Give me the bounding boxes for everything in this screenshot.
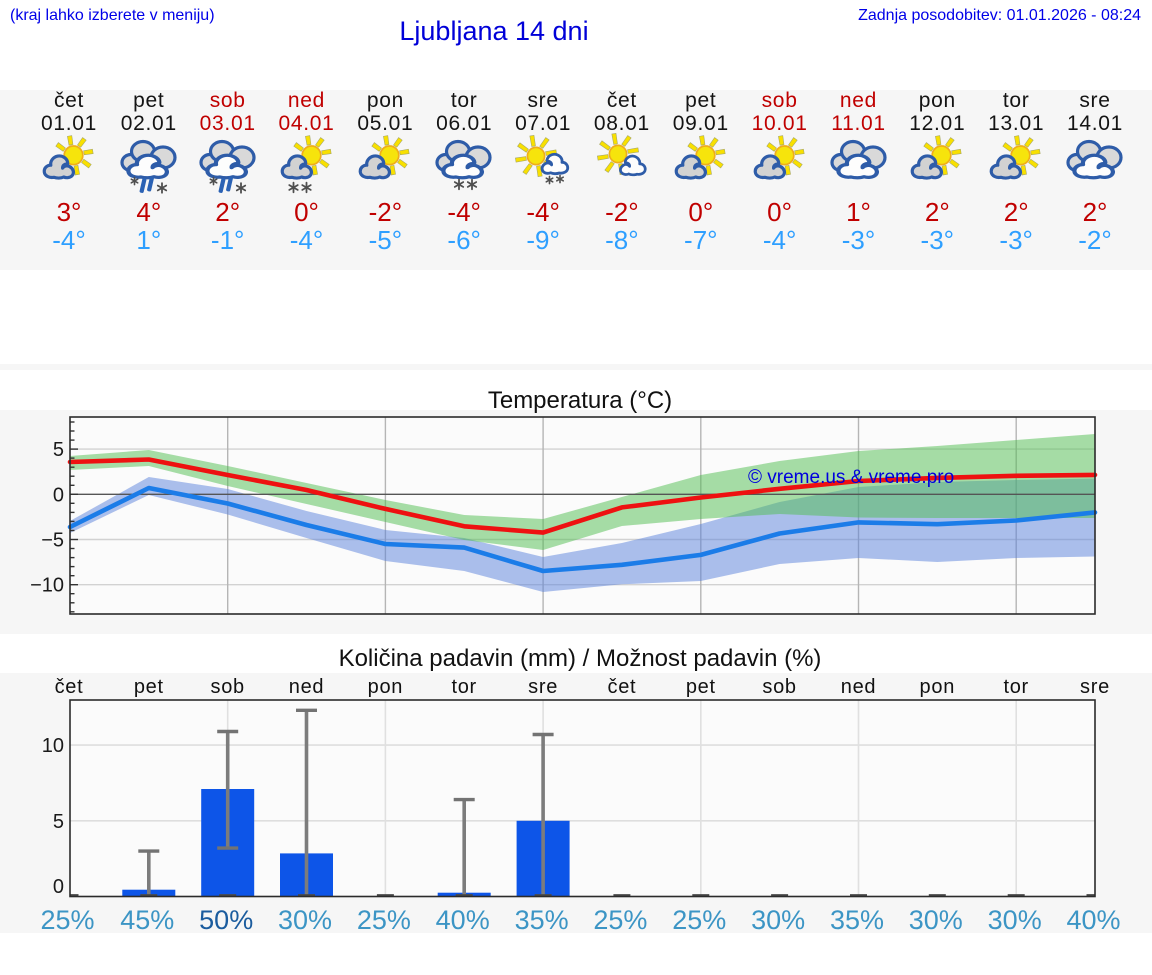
svg-text:−10: −10 [30,575,64,597]
svg-text:0: 0 [53,876,64,898]
svg-text:−5: −5 [41,530,64,552]
svg-text:5: 5 [53,811,64,833]
svg-text:© vreme.us & vreme.pro: © vreme.us & vreme.pro [748,467,954,488]
svg-text:5: 5 [53,439,64,461]
svg-text:0: 0 [53,484,64,506]
svg-text:10: 10 [42,735,64,757]
